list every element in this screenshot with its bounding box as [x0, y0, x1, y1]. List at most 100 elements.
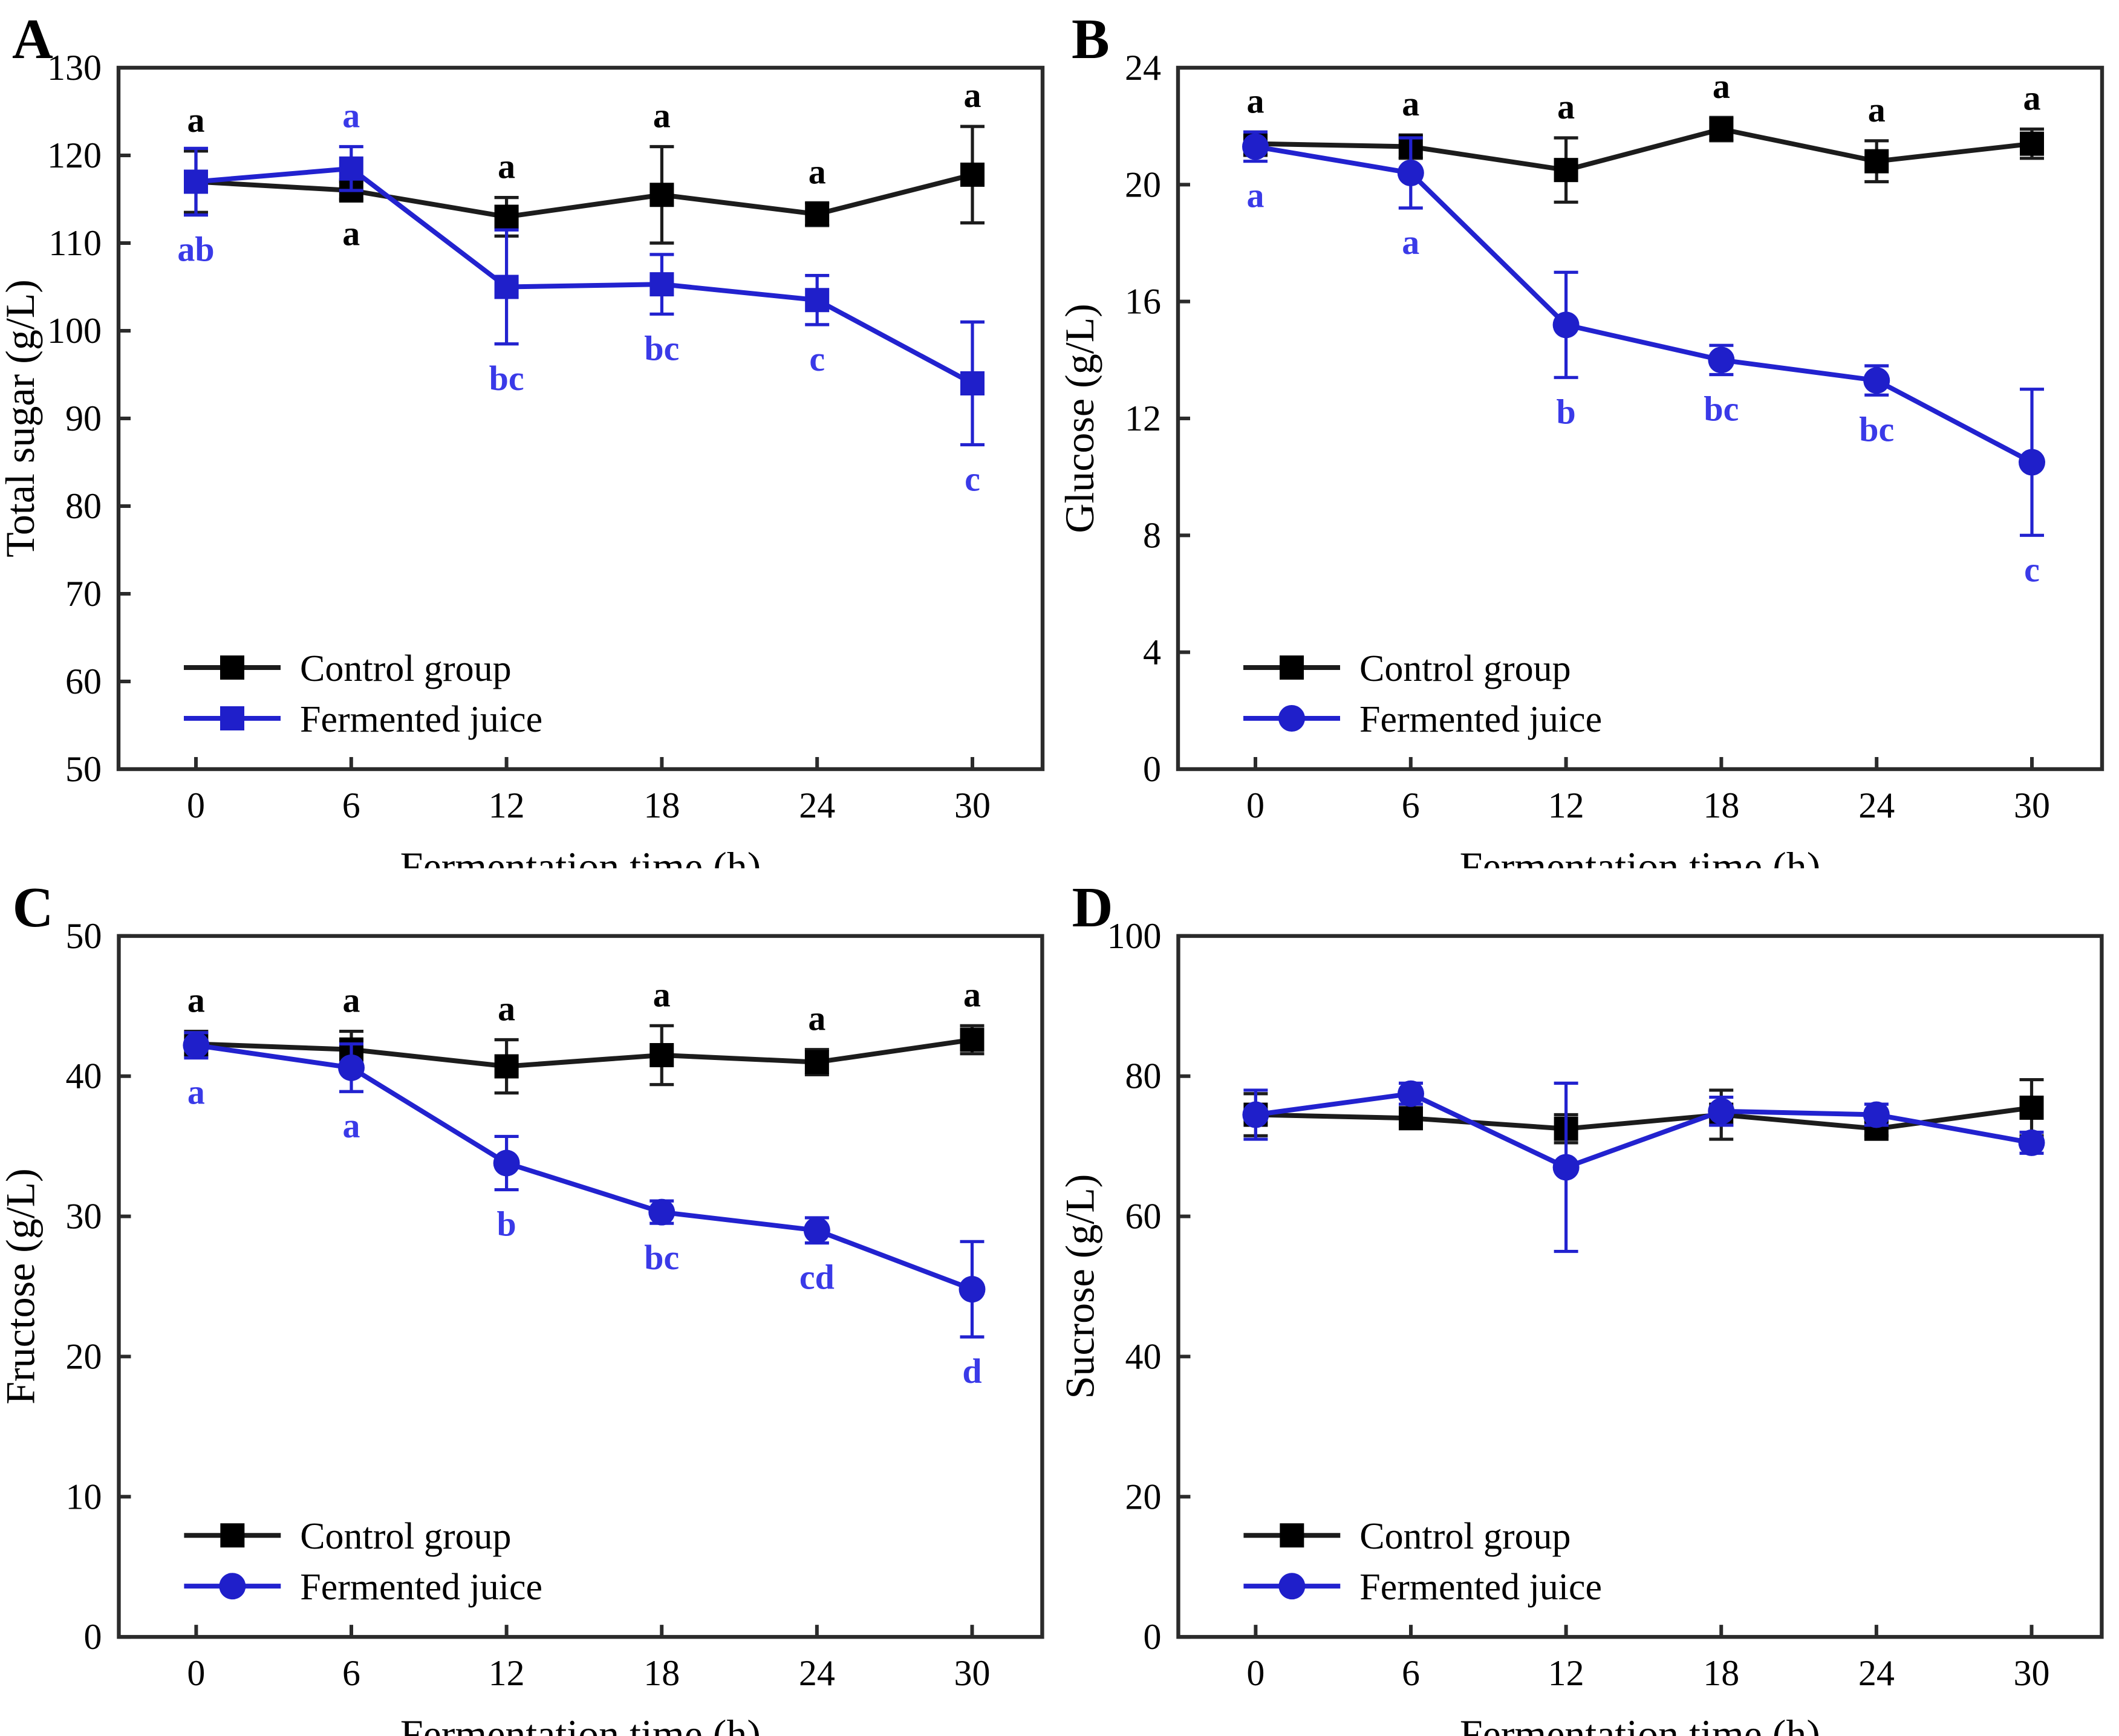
marker-circle-fermented	[1242, 133, 1269, 160]
y-axis-title: Sucrose (g/L)	[1060, 1174, 1103, 1399]
y-tick-label: 50	[66, 916, 102, 956]
y-tick-label: 12	[1125, 398, 1161, 438]
panel-letter: B	[1072, 8, 1110, 71]
sig-letter-fermented: bc	[644, 328, 679, 368]
marker-square-control	[960, 1027, 985, 1052]
x-tick-label: 12	[1548, 1653, 1584, 1693]
sig-letter-fermented: ab	[177, 230, 214, 269]
legend-label-fermented: Fermented juice	[1359, 1567, 1602, 1608]
panel-letter: C	[13, 876, 54, 939]
legend-marker-fermented	[1278, 1573, 1306, 1600]
y-tick-label: 0	[1144, 1617, 1162, 1657]
marker-circle-fermented	[1552, 311, 1580, 339]
marker-square-control	[2019, 1095, 2044, 1120]
sig-letter-fermented: bc	[489, 359, 524, 398]
series-line-fermented	[1255, 1091, 2033, 1170]
x-tick-label: 30	[954, 785, 991, 825]
marker-circle-fermented	[648, 1198, 675, 1226]
y-tick-label: 40	[66, 1056, 102, 1096]
panel-d-sucrose-chart: 0 6 12 18 24 30 0 20 40 60 80 100 Fermentation time …	[1060, 868, 2119, 1736]
legend-marker-control	[220, 1523, 245, 1548]
chart-canvas-C: 0 6 12 18 24 30 0 10 20 30 40 50 Fermentation time (…	[0, 876, 1044, 1736]
sig-letter-fermented: b	[1556, 392, 1575, 431]
x-tick-label: 6	[342, 785, 360, 825]
sig-letter-fermented: b	[497, 1204, 516, 1243]
legend-marker-fermented	[219, 1573, 246, 1600]
sig-letter-fermented: a	[342, 96, 360, 135]
legend-label-fermented: Fermented juice	[300, 699, 542, 740]
marker-circle-fermented	[2018, 1129, 2045, 1156]
x-tick-label: 30	[2014, 785, 2050, 825]
panel-a-total-sugar-chart: 0 6 12 18 24 30 50 60 70 80 90 100 110 120 130 Fermenta…	[0, 0, 1060, 868]
x-tick-label: 6	[1402, 1653, 1420, 1693]
sig-letter-fermented: d	[962, 1351, 981, 1391]
y-tick-label: 10	[66, 1477, 102, 1517]
y-tick-label: 4	[1143, 632, 1161, 672]
legend-label-control: Control group	[300, 648, 512, 689]
y-axis-title: Total sugar (g/L)	[0, 279, 43, 558]
x-tick-label: 18	[1703, 785, 1739, 825]
sig-letter-control: a	[808, 999, 825, 1038]
marker-square-fermented	[805, 288, 830, 313]
legend-marker-control	[1280, 655, 1304, 680]
y-tick-label: 120	[47, 135, 102, 175]
marker-square-control	[960, 162, 985, 187]
y-tick-label: 24	[1125, 48, 1161, 88]
marker-square-control	[649, 183, 674, 207]
plot-frame	[117, 934, 1044, 1639]
sig-letter-control: a	[1557, 87, 1575, 126]
y-tick-label: 40	[1125, 1336, 1162, 1376]
y-tick-label: 80	[1125, 1056, 1162, 1096]
marker-square-fermented	[960, 371, 985, 395]
y-axis-title: Fructose (g/L)	[0, 1168, 44, 1405]
series-line-fermented	[195, 1042, 973, 1292]
y-tick-label: 70	[65, 574, 102, 614]
legend-label-fermented: Fermented juice	[300, 1567, 542, 1608]
series-line-control	[1255, 1105, 2033, 1131]
marker-circle-fermented	[183, 1032, 210, 1059]
x-tick-label: 0	[187, 785, 205, 825]
panel-letter: D	[1072, 876, 1113, 939]
marker-circle-fermented	[803, 1217, 830, 1244]
sig-letter-control: a	[963, 975, 981, 1014]
sig-letter-fermented: bc	[1859, 409, 1894, 449]
sig-letter-control: a	[1402, 84, 1419, 123]
panel-c-fructose-chart: 0 6 12 18 24 30 0 10 20 30 40 50 Fermentation time (…	[0, 868, 1060, 1736]
y-tick-label: 20	[1125, 164, 1161, 204]
sig-letter-fermented: c	[809, 339, 825, 379]
sig-letter-control: a	[653, 96, 671, 135]
x-tick-label: 24	[799, 1653, 835, 1693]
legend-label-control: Control group	[300, 1516, 511, 1557]
x-tick-label: 24	[799, 785, 835, 825]
sig-letter-fermented: a	[343, 1106, 360, 1145]
y-tick-label: 100	[1107, 916, 1162, 956]
series-line-fermented	[1255, 144, 2033, 465]
marker-circle-fermented	[959, 1276, 986, 1303]
marker-circle-fermented	[1863, 1101, 1890, 1128]
x-tick-label: 0	[187, 1653, 205, 1693]
sig-letter-control: a	[1247, 81, 1265, 120]
sig-letter-control: a	[343, 981, 360, 1020]
marker-square-control	[804, 1050, 829, 1074]
x-tick-label: 0	[1246, 1653, 1265, 1693]
x-axis-title: Fermentation time (h)	[400, 844, 761, 868]
series-line-control	[1255, 126, 2033, 173]
x-tick-label: 18	[643, 1653, 680, 1693]
sig-letter-control: a	[653, 975, 671, 1014]
marker-square-control	[2020, 131, 2044, 156]
sig-letter-control: a	[964, 76, 981, 115]
plot-frame	[116, 65, 1045, 772]
y-tick-label: 100	[47, 311, 102, 351]
legend-marker-fermented	[1278, 705, 1305, 732]
sig-letter-control: a	[187, 100, 205, 140]
marker-square-control	[494, 1054, 519, 1079]
x-tick-label: 30	[2014, 1653, 2050, 1693]
y-tick-label: 16	[1125, 282, 1161, 322]
chart-canvas-D: 0 6 12 18 24 30 0 20 40 60 80 100 Fermentation time …	[1060, 876, 2104, 1736]
marker-square-fermented	[184, 169, 208, 194]
sig-letter-control: a	[498, 989, 515, 1029]
marker-square-fermented	[494, 275, 519, 299]
series-line-control	[195, 172, 973, 219]
panel-letter: A	[12, 8, 53, 71]
sig-letter-fermented: a	[1247, 176, 1265, 215]
